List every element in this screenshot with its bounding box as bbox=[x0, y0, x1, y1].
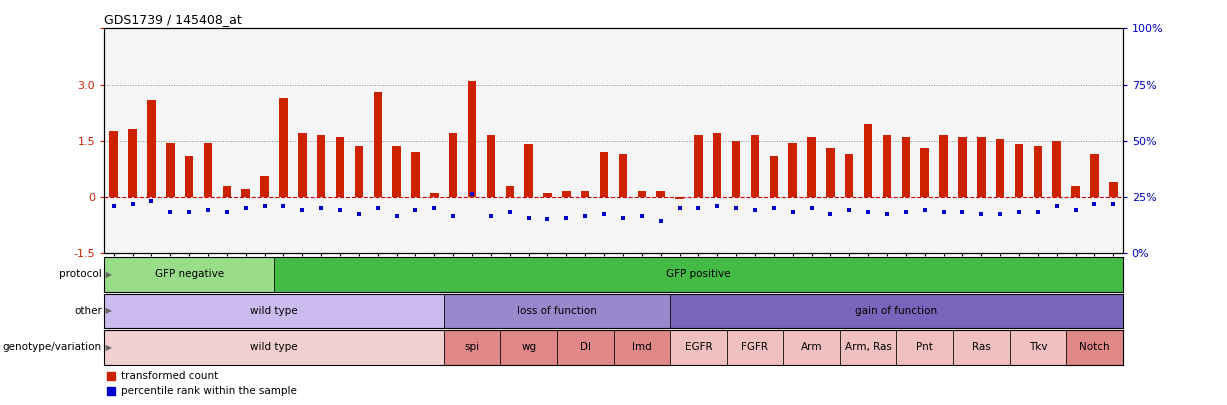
Bar bbox=[524, 145, 533, 197]
Bar bbox=[769, 156, 778, 197]
Bar bbox=[444, 330, 501, 364]
Bar bbox=[783, 330, 839, 364]
Bar bbox=[1071, 185, 1080, 197]
Bar bbox=[675, 197, 683, 199]
Bar bbox=[431, 193, 438, 197]
Bar bbox=[656, 191, 665, 197]
Text: Arm, Ras: Arm, Ras bbox=[844, 342, 892, 352]
Bar bbox=[882, 135, 891, 197]
Bar bbox=[845, 154, 854, 197]
Text: FGFR: FGFR bbox=[741, 342, 768, 352]
Bar bbox=[731, 141, 740, 197]
Bar bbox=[807, 137, 816, 197]
Bar bbox=[373, 92, 382, 197]
Bar bbox=[280, 98, 287, 197]
Text: other: other bbox=[74, 306, 102, 316]
Bar bbox=[544, 193, 552, 197]
Bar bbox=[557, 330, 614, 364]
Bar bbox=[953, 330, 1010, 364]
Bar bbox=[411, 152, 420, 197]
Text: percentile rank within the sample: percentile rank within the sample bbox=[121, 386, 297, 396]
Text: Notch: Notch bbox=[1079, 342, 1109, 352]
Bar bbox=[487, 135, 496, 197]
Text: protocol: protocol bbox=[59, 269, 102, 279]
Bar bbox=[1066, 330, 1123, 364]
Bar bbox=[129, 130, 137, 197]
Bar bbox=[222, 185, 231, 197]
Bar bbox=[204, 143, 212, 197]
Text: genotype/variation: genotype/variation bbox=[2, 342, 102, 352]
Bar bbox=[506, 185, 514, 197]
Bar bbox=[902, 137, 910, 197]
Bar bbox=[713, 133, 721, 197]
Text: GFP positive: GFP positive bbox=[666, 269, 731, 279]
Bar bbox=[147, 100, 156, 197]
Text: ▶: ▶ bbox=[103, 270, 112, 279]
Bar bbox=[1109, 182, 1118, 197]
Text: wild type: wild type bbox=[250, 306, 298, 316]
Bar bbox=[260, 176, 269, 197]
Text: ▶: ▶ bbox=[103, 343, 112, 352]
Bar bbox=[638, 191, 647, 197]
Bar bbox=[104, 294, 444, 328]
Bar bbox=[789, 143, 796, 197]
Bar bbox=[467, 81, 476, 197]
Bar bbox=[826, 148, 834, 197]
Bar bbox=[1015, 145, 1023, 197]
Bar bbox=[449, 133, 458, 197]
Bar bbox=[298, 133, 307, 197]
Text: Dl: Dl bbox=[579, 342, 590, 352]
Text: Arm: Arm bbox=[801, 342, 822, 352]
Text: EGFR: EGFR bbox=[685, 342, 712, 352]
Bar bbox=[1033, 146, 1042, 197]
Bar bbox=[977, 137, 985, 197]
Bar bbox=[839, 330, 897, 364]
Bar bbox=[104, 257, 274, 292]
Text: Ras: Ras bbox=[972, 342, 990, 352]
Text: Imd: Imd bbox=[632, 342, 652, 352]
Bar bbox=[670, 294, 1123, 328]
Bar bbox=[940, 135, 947, 197]
Bar bbox=[864, 124, 872, 197]
Bar bbox=[109, 131, 118, 197]
Bar bbox=[242, 190, 250, 197]
Bar bbox=[1090, 154, 1098, 197]
Text: Pnt: Pnt bbox=[917, 342, 933, 352]
Bar bbox=[670, 330, 726, 364]
Text: wild type: wild type bbox=[250, 342, 298, 352]
Bar bbox=[104, 330, 444, 364]
Bar bbox=[336, 137, 345, 197]
Bar bbox=[580, 191, 589, 197]
Bar bbox=[1010, 330, 1066, 364]
Text: Tkv: Tkv bbox=[1028, 342, 1047, 352]
Text: GDS1739 / 145408_at: GDS1739 / 145408_at bbox=[104, 13, 242, 26]
Bar bbox=[600, 152, 609, 197]
Text: wg: wg bbox=[521, 342, 536, 352]
Text: GFP negative: GFP negative bbox=[155, 269, 223, 279]
Bar bbox=[996, 139, 1005, 197]
Bar bbox=[317, 135, 325, 197]
Bar bbox=[355, 146, 363, 197]
Text: spi: spi bbox=[465, 342, 480, 352]
Bar bbox=[1053, 141, 1061, 197]
Bar bbox=[501, 330, 557, 364]
Bar bbox=[694, 135, 703, 197]
Text: gain of function: gain of function bbox=[855, 306, 937, 316]
Bar bbox=[393, 146, 401, 197]
Text: ▶: ▶ bbox=[103, 306, 112, 315]
Bar bbox=[614, 330, 670, 364]
Bar bbox=[751, 135, 760, 197]
Bar bbox=[444, 294, 670, 328]
Bar bbox=[185, 156, 194, 197]
Text: transformed count: transformed count bbox=[121, 371, 218, 381]
Bar bbox=[897, 330, 953, 364]
Bar bbox=[274, 257, 1123, 292]
Bar bbox=[920, 148, 929, 197]
Bar bbox=[726, 330, 783, 364]
Bar bbox=[562, 191, 571, 197]
Bar bbox=[618, 154, 627, 197]
Text: loss of function: loss of function bbox=[517, 306, 596, 316]
Bar bbox=[166, 143, 174, 197]
Bar bbox=[958, 137, 967, 197]
